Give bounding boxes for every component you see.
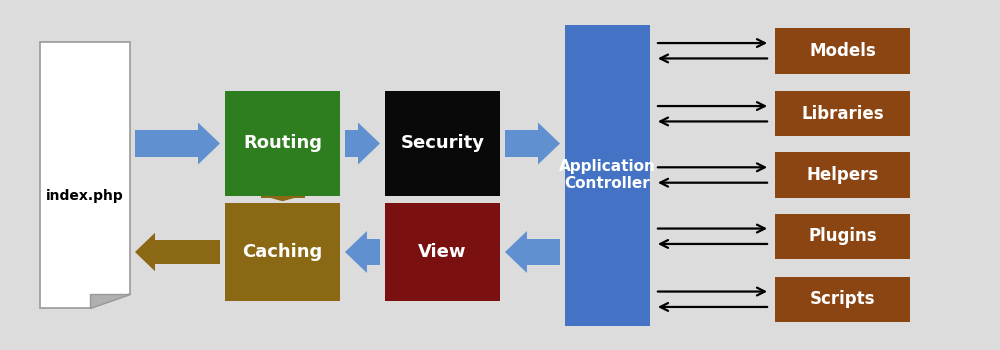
- Text: index.php: index.php: [46, 189, 124, 203]
- Polygon shape: [135, 233, 155, 271]
- Text: Libraries: Libraries: [801, 105, 884, 123]
- FancyBboxPatch shape: [565, 25, 650, 326]
- Polygon shape: [260, 191, 305, 198]
- Polygon shape: [358, 122, 380, 164]
- Polygon shape: [155, 240, 220, 264]
- FancyBboxPatch shape: [225, 91, 340, 196]
- Text: Routing: Routing: [243, 134, 322, 153]
- Polygon shape: [135, 130, 198, 157]
- Polygon shape: [538, 122, 560, 164]
- Polygon shape: [505, 130, 538, 157]
- Text: Application
Controller: Application Controller: [559, 159, 656, 191]
- Polygon shape: [90, 294, 130, 308]
- Polygon shape: [198, 122, 220, 164]
- Text: Security: Security: [400, 134, 484, 153]
- Text: Plugins: Plugins: [808, 227, 877, 245]
- Text: Scripts: Scripts: [810, 290, 875, 308]
- Polygon shape: [40, 42, 130, 308]
- Polygon shape: [527, 239, 560, 265]
- FancyBboxPatch shape: [775, 214, 910, 259]
- Text: Caching: Caching: [242, 243, 323, 261]
- Polygon shape: [345, 231, 367, 273]
- FancyBboxPatch shape: [775, 28, 910, 74]
- FancyBboxPatch shape: [775, 152, 910, 198]
- FancyBboxPatch shape: [775, 276, 910, 322]
- FancyBboxPatch shape: [225, 203, 340, 301]
- Polygon shape: [367, 239, 380, 265]
- Text: Helpers: Helpers: [806, 166, 879, 184]
- FancyBboxPatch shape: [385, 91, 500, 196]
- FancyBboxPatch shape: [775, 91, 910, 136]
- Text: Models: Models: [809, 42, 876, 60]
- FancyBboxPatch shape: [385, 203, 500, 301]
- Text: View: View: [418, 243, 467, 261]
- Polygon shape: [345, 130, 358, 157]
- Polygon shape: [505, 231, 527, 273]
- Polygon shape: [245, 191, 320, 201]
